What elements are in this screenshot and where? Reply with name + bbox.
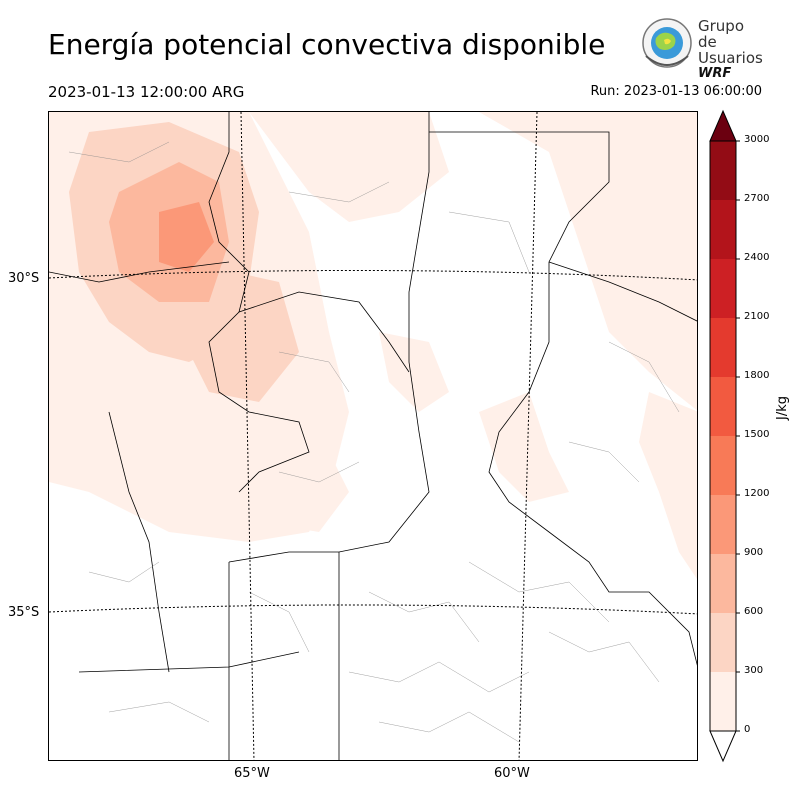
colorbar-under-triangle xyxy=(709,730,737,763)
county-line-10 xyxy=(548,631,660,683)
graticule xyxy=(49,112,697,760)
lon-label-65w: 65°W xyxy=(234,766,270,781)
parallel-35s xyxy=(49,604,697,615)
county-lines xyxy=(68,141,680,743)
colorbar-tick-label: 300 xyxy=(744,665,764,676)
county-line-6 xyxy=(468,561,610,623)
county-line-8 xyxy=(348,661,530,693)
border-4 xyxy=(228,112,430,563)
county-line-9 xyxy=(378,711,520,743)
border-6 xyxy=(548,261,697,322)
colorbar-tick-label: 1500 xyxy=(744,429,770,440)
logo-line1: Grupo de xyxy=(698,17,744,51)
border-9 xyxy=(78,651,300,673)
border-3 xyxy=(238,291,410,373)
colorbar-segment xyxy=(710,377,736,436)
county-line-1 xyxy=(68,141,170,163)
logo-line2: Usuarios xyxy=(698,49,763,67)
county-line-11 xyxy=(248,591,310,653)
county-line-15 xyxy=(568,441,640,483)
colorbar-tick-label: 2100 xyxy=(744,311,770,322)
colorbar-segment xyxy=(710,259,736,318)
cape-shading xyxy=(49,112,697,579)
wrf-logo: Grupo de Usuarios WRF xyxy=(638,16,763,81)
colorbar-segment xyxy=(710,613,736,672)
colorbar-over-triangle xyxy=(709,109,737,142)
colorbar-segment xyxy=(710,141,736,200)
county-line-14 xyxy=(278,461,360,483)
border-5 xyxy=(429,131,697,666)
cape-region-mid-east xyxy=(479,392,569,502)
cape-core-inner xyxy=(159,202,214,272)
colorbar-tick-label: 2400 xyxy=(744,252,770,263)
cape-region-south-central xyxy=(229,432,349,532)
colorbar-segment xyxy=(710,672,736,731)
colorbar-segment xyxy=(710,495,736,554)
colorbar-tick-label: 1800 xyxy=(744,370,770,381)
county-line-2 xyxy=(288,181,390,203)
border-10 xyxy=(108,411,170,673)
run-time: Run: 2023-01-13 06:00:00 xyxy=(590,84,762,99)
colorbar-unit: J/kg xyxy=(775,396,790,420)
colorbar-tick-label: 1200 xyxy=(744,488,770,499)
map-panel xyxy=(48,111,698,761)
globe-emblem-icon xyxy=(642,18,692,68)
colorbar-tick-label: 0 xyxy=(744,724,751,735)
cape-region-northeast xyxy=(479,112,697,411)
colorbar-segment xyxy=(710,554,736,613)
colorbar-tick-label: 900 xyxy=(744,547,764,558)
lat-label-30s: 30°S xyxy=(8,271,40,286)
colorbar-tick-label: 3000 xyxy=(744,134,770,145)
valid-time: 2023-01-13 12:00:00 ARG xyxy=(48,83,245,101)
colorbar-graphic xyxy=(709,109,740,763)
colorbar xyxy=(700,108,800,768)
lat-label-35s: 35°S xyxy=(8,605,40,620)
meridian-65w xyxy=(240,112,255,760)
county-line-3 xyxy=(278,351,350,393)
lon-label-60w: 60°W xyxy=(494,766,530,781)
colorbar-segment xyxy=(710,200,736,259)
county-line-4 xyxy=(448,211,530,273)
county-line-13 xyxy=(108,701,210,723)
map-canvas xyxy=(49,112,697,760)
cape-region-central xyxy=(379,332,449,412)
logo-line3: WRF xyxy=(698,66,732,81)
parallel-30s xyxy=(49,269,697,281)
colorbar-tick-label: 2700 xyxy=(744,193,770,204)
county-line-7 xyxy=(368,591,480,643)
cape-region-east xyxy=(639,392,697,579)
map-title: Energía potencial convectiva disponible xyxy=(48,28,606,61)
county-line-5 xyxy=(608,341,680,413)
county-line-12 xyxy=(88,561,160,583)
colorbar-segment xyxy=(710,318,736,377)
cape-region-north xyxy=(249,112,449,222)
border-1 xyxy=(208,112,310,493)
colorbar-tick-label: 600 xyxy=(744,606,764,617)
meridian-60w xyxy=(518,112,538,760)
colorbar-segment xyxy=(710,436,736,495)
province-borders xyxy=(49,112,697,760)
